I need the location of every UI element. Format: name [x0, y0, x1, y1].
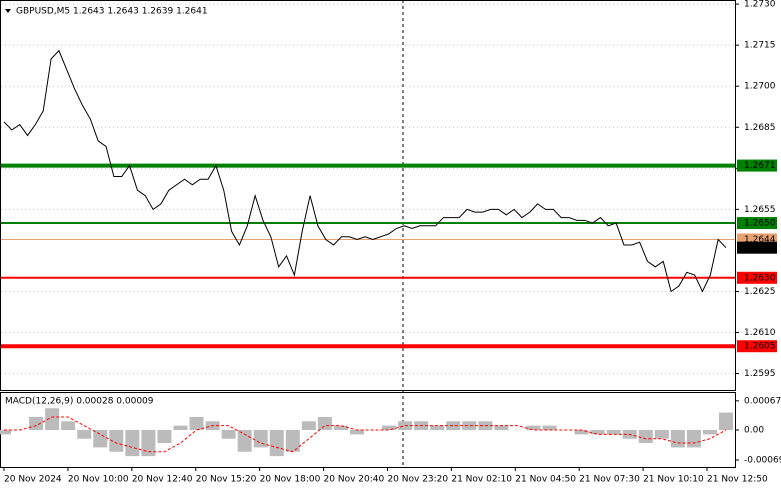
macd-bar — [317, 416, 332, 430]
level-label: 1.2644 — [744, 235, 776, 245]
dropdown-icon — [5, 9, 11, 13]
y-tick-label: 1.2610 — [744, 328, 776, 338]
macd-bar — [189, 416, 204, 430]
level-label-box — [737, 159, 777, 172]
y-tick-label: 1.2595 — [744, 369, 776, 379]
macd-bar — [109, 430, 124, 452]
y-tick-label: 1.2685 — [744, 123, 776, 133]
macd-bar — [590, 430, 605, 435]
macd-bar — [638, 430, 653, 444]
x-tick-label: 21 Nov 07:30 — [579, 475, 640, 485]
x-tick-label: 21 Nov 12:50 — [707, 475, 768, 485]
y-tick-label: 0.00067 — [744, 396, 781, 406]
macd-bar — [45, 408, 60, 430]
level-label: 1.2650 — [744, 219, 776, 229]
macd-bar — [494, 425, 509, 430]
macd-bar — [0, 430, 11, 435]
macd-bar — [462, 421, 477, 430]
macd-bar — [253, 430, 268, 448]
macd-bar — [269, 430, 284, 457]
y-tick-label: 1.2700 — [744, 82, 776, 92]
y-tick-label: 1.2715 — [744, 41, 776, 51]
main-panel — [0, 0, 736, 391]
x-tick-label: 20 Nov 12:40 — [132, 475, 193, 485]
x-tick-label: 20 Nov 2024 — [4, 475, 62, 485]
macd-bar — [686, 430, 701, 448]
level-label-box — [737, 340, 777, 353]
x-tick-label: 20 Nov 23:20 — [387, 475, 448, 485]
level-label: 1.2630 — [744, 273, 776, 283]
macd-bar — [125, 430, 140, 457]
macd-bar — [157, 430, 172, 444]
macd-bar — [574, 430, 589, 435]
macd-bar — [221, 430, 236, 439]
macd-bar — [654, 430, 669, 439]
x-tick-label: 21 Nov 02:10 — [451, 475, 512, 485]
level-label: 1.2671 — [744, 161, 776, 171]
macd-bar — [349, 430, 364, 435]
macd-header: MACD(12,26,9) 0.00028 0.00009 — [5, 397, 154, 407]
macd-bar — [542, 425, 557, 430]
macd-bar — [526, 425, 541, 430]
macd-bar — [430, 425, 445, 430]
y-tick-label: 1.2625 — [744, 287, 776, 297]
macd-bar — [719, 412, 733, 430]
y-tick-label: 1.2730 — [744, 0, 776, 10]
level-label-box — [737, 271, 777, 284]
y-tick-label: 0.00 — [744, 426, 764, 436]
macd-bar — [606, 430, 621, 435]
macd-bar — [93, 430, 108, 448]
x-tick-label: 20 Nov 18:00 — [260, 475, 321, 485]
macd-bar — [446, 421, 461, 430]
macd-bar — [285, 430, 300, 452]
symbol-header: GBPUSD,M5 1.2643 1.2643 1.2639 1.2641 — [16, 7, 208, 17]
macd-bar — [173, 425, 188, 430]
macd-bar — [382, 425, 397, 430]
x-tick-label: 20 Nov 20:40 — [324, 475, 385, 485]
level-label-box — [737, 217, 777, 230]
macd-bar — [29, 416, 44, 430]
x-tick-label: 20 Nov 10:00 — [68, 475, 129, 485]
level-label: 1.2605 — [744, 342, 776, 352]
macd-bar — [301, 421, 316, 430]
y-tick-label: 1.2655 — [744, 205, 776, 215]
price-line — [3, 49, 727, 293]
macd-bar — [77, 430, 92, 439]
x-tick-label: 21 Nov 10:10 — [643, 475, 704, 485]
x-tick-label: 20 Nov 15:20 — [196, 475, 257, 485]
macd-bar — [141, 430, 156, 457]
macd-bar — [333, 425, 348, 430]
level-label: 1.2641 — [744, 243, 776, 253]
macd-bar — [670, 430, 685, 448]
macd-bar — [61, 421, 76, 430]
macd-bar — [237, 430, 252, 452]
signal-line — [4, 416, 727, 453]
y-tick-label: -0.00069 — [744, 456, 781, 466]
level-label-box — [737, 241, 777, 254]
x-tick-label: 21 Nov 04:50 — [515, 475, 576, 485]
macd-bar — [702, 430, 717, 435]
